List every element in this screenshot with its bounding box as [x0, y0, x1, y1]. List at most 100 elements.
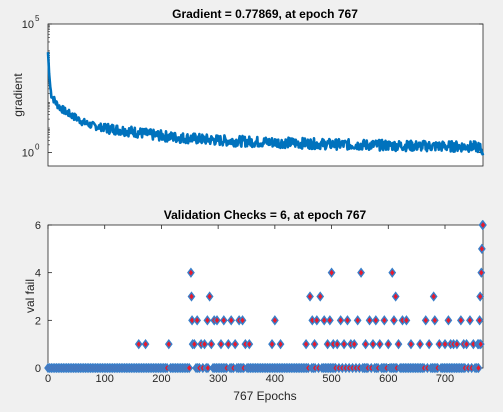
- validation-point: [353, 315, 362, 326]
- validation-point: [416, 338, 424, 350]
- validation-point: [333, 338, 342, 350]
- validation-point: [421, 315, 430, 326]
- validation-point: [200, 338, 209, 350]
- validation-point: [205, 291, 214, 302]
- gradient-plot-title: Gradient = 0.77869, at epoch 767: [172, 7, 358, 21]
- validation-point: [164, 338, 173, 350]
- validation-point: [141, 338, 150, 350]
- validation-plot-title: Validation Checks = 6, at epoch 767: [164, 208, 367, 222]
- validation-x-tick-label: 200: [152, 373, 170, 385]
- validation-point: [435, 338, 444, 350]
- validation-point: [365, 315, 374, 326]
- gradient-series-line: [46, 52, 485, 156]
- validation-point: [134, 338, 143, 350]
- validation-point: [361, 338, 370, 350]
- validation-point: [323, 338, 332, 350]
- validation-point: [462, 338, 471, 350]
- gradient-y-tick-label: 10: [22, 19, 34, 31]
- validation-y-tick-label: 2: [35, 315, 41, 327]
- validation-point: [388, 267, 397, 278]
- validation-point: [207, 338, 216, 350]
- validation-point: [336, 315, 345, 326]
- validation-x-axis-label: 767 Epochs: [233, 389, 296, 403]
- validation-x-tick-label: 600: [379, 373, 397, 385]
- validation-point: [407, 338, 415, 350]
- validation-point: [276, 338, 285, 350]
- validation-point: [238, 315, 247, 326]
- validation-x-tick-label: 300: [209, 373, 227, 385]
- validation-point: [384, 338, 393, 350]
- validation-point: [187, 267, 195, 278]
- validation-point: [219, 315, 228, 326]
- validation-point: [380, 315, 389, 326]
- validation-point: [310, 338, 319, 350]
- validation-point: [268, 338, 276, 350]
- validation-x-tick-label: 100: [96, 373, 114, 385]
- validation-y-tick-label: 4: [35, 268, 41, 280]
- validation-y-tick-label: 0: [35, 363, 41, 375]
- validation-point: [325, 315, 334, 326]
- validation-point: [312, 315, 321, 326]
- validation-point: [224, 338, 233, 350]
- validation-x-tick-label: 400: [266, 373, 284, 385]
- validation-point: [476, 338, 485, 350]
- validation-zero-markers: [44, 362, 483, 374]
- validation-x-tick-label: 500: [322, 373, 340, 385]
- validation-x-tick-label: 700: [436, 373, 454, 385]
- validation-point: [357, 267, 365, 278]
- validation-point: [391, 291, 400, 302]
- validation-point: [327, 267, 336, 278]
- validation-point: [187, 291, 196, 302]
- validation-markers: [134, 219, 487, 350]
- validation-point: [390, 315, 398, 326]
- validation-point: [430, 315, 439, 326]
- validation-point: [213, 315, 221, 326]
- validation-point: [475, 315, 484, 326]
- validation-point: [245, 338, 254, 350]
- validation-point: [477, 243, 486, 254]
- gradient-y-tick-exponent: 5: [35, 14, 40, 23]
- validation-point: [477, 267, 486, 278]
- validation-point: [217, 338, 225, 350]
- validation-point: [270, 315, 279, 326]
- validation-point: [453, 338, 461, 350]
- gradient-y-tick-exponent: 0: [35, 143, 40, 152]
- validation-point: [204, 362, 212, 374]
- validation-point: [402, 315, 411, 326]
- validation-point: [350, 338, 359, 350]
- validation-point: [375, 338, 384, 350]
- validation-point: [474, 362, 483, 374]
- validation-point: [479, 219, 487, 231]
- validation-point: [441, 338, 449, 350]
- validation-point: [231, 338, 240, 350]
- validation-point: [190, 338, 199, 350]
- validation-y-tick-label: 6: [35, 220, 41, 232]
- validation-point: [188, 315, 196, 326]
- validation-x-tick-label: 0: [45, 373, 51, 385]
- validation-point: [466, 315, 474, 326]
- validation-point: [369, 338, 377, 350]
- validation-point: [227, 315, 236, 326]
- validation-point: [457, 315, 465, 326]
- validation-point: [203, 315, 212, 326]
- validation-y-axis-label: val fail: [23, 279, 37, 313]
- validation-point: [320, 315, 329, 326]
- gradient-y-tick-label: 10: [22, 148, 34, 160]
- validation-point: [193, 315, 202, 326]
- validation-point: [371, 315, 380, 326]
- validation-point: [306, 291, 314, 302]
- validation-point: [425, 338, 433, 350]
- validation-point: [444, 315, 453, 326]
- gradient-y-axis-label: gradient: [11, 73, 25, 117]
- validation-plot: Validation Checks = 6, at epoch 767 val …: [23, 208, 487, 403]
- validation-point: [316, 291, 325, 302]
- validation-point: [343, 315, 352, 326]
- validation-point: [394, 338, 403, 350]
- validation-point: [476, 291, 485, 302]
- validation-point: [185, 362, 194, 374]
- validation-point: [340, 338, 348, 350]
- gradient-plot: Gradient = 0.77869, at epoch 767 gradien…: [11, 7, 485, 167]
- validation-point: [429, 291, 438, 302]
- validation-point: [302, 338, 310, 350]
